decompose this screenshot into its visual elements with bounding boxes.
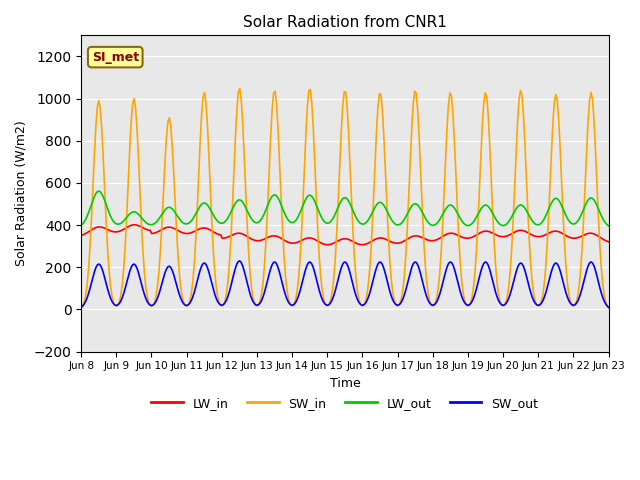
SW_out: [310, 265, 317, 271]
LW_out: [262, 206, 270, 212]
LW_in: [310, 236, 317, 241]
SW_in: [577, 266, 584, 272]
SW_in: [234, 89, 242, 95]
LW_out: [605, 223, 612, 229]
SW_out: [142, 296, 150, 301]
SW_in: [236, 86, 244, 92]
Line: SW_in: SW_in: [81, 89, 609, 308]
SW_out: [234, 259, 242, 264]
LW_out: [77, 223, 85, 228]
LW_in: [130, 222, 138, 228]
LW_in: [253, 238, 261, 243]
SW_in: [262, 232, 270, 238]
LW_in: [605, 239, 612, 245]
LW_out: [143, 221, 151, 227]
Legend: LW_in, SW_in, LW_out, SW_out: LW_in, SW_in, LW_out, SW_out: [147, 392, 543, 415]
SW_in: [253, 303, 261, 309]
LW_out: [253, 220, 261, 226]
X-axis label: Time: Time: [330, 377, 360, 390]
SW_out: [605, 304, 612, 310]
SW_out: [253, 302, 261, 308]
LW_out: [310, 195, 317, 201]
SW_in: [605, 305, 612, 311]
LW_in: [236, 230, 244, 236]
Y-axis label: Solar Radiation (W/m2): Solar Radiation (W/m2): [15, 120, 28, 266]
SW_in: [310, 126, 317, 132]
LW_in: [324, 242, 332, 248]
LW_out: [577, 213, 584, 219]
SW_out: [236, 258, 244, 264]
LW_in: [579, 233, 586, 239]
LW_in: [262, 235, 270, 241]
SW_out: [262, 283, 270, 288]
SW_out: [77, 304, 85, 310]
SW_in: [77, 305, 85, 311]
SW_in: [142, 284, 150, 290]
Line: LW_in: LW_in: [81, 225, 609, 245]
LW_out: [236, 197, 244, 203]
LW_in: [77, 233, 85, 239]
LW_out: [95, 188, 102, 194]
Line: LW_out: LW_out: [81, 191, 609, 226]
Title: Solar Radiation from CNR1: Solar Radiation from CNR1: [243, 15, 447, 30]
SW_out: [577, 290, 584, 296]
Line: SW_out: SW_out: [81, 261, 609, 307]
LW_in: [143, 227, 151, 233]
Text: SI_met: SI_met: [92, 50, 139, 64]
